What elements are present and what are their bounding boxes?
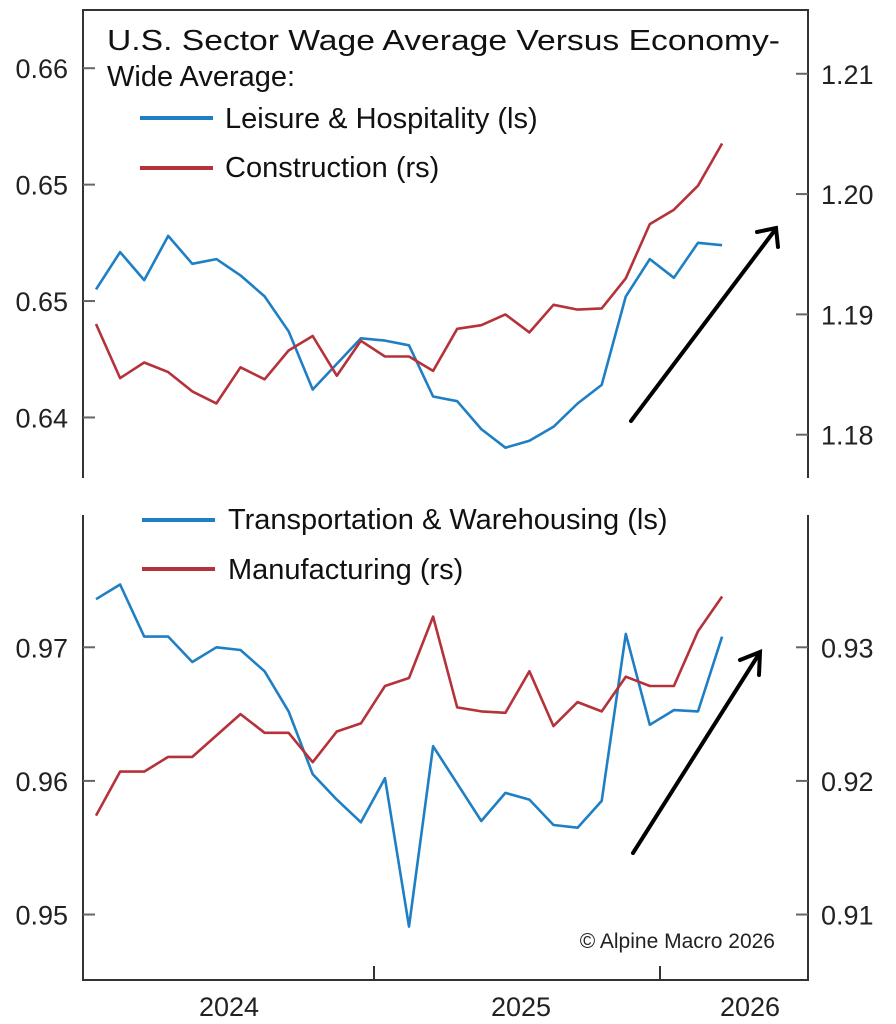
legend-label-transportation: Transportation & Warehousing (ls) <box>228 504 667 536</box>
legend-label-construction: Construction (rs) <box>225 152 439 184</box>
bottom-panel-frame <box>82 515 809 981</box>
top-left-tick-label: 0.65 <box>15 171 68 201</box>
legend-label-leisure: Leisure & Hospitality (ls) <box>225 103 538 135</box>
copyright: © Alpine Macro 2026 <box>580 930 775 953</box>
top-right-tick-label: 1.18 <box>821 421 874 451</box>
top-panel-frame <box>82 9 809 478</box>
series-line-leisure-hospitality-ls <box>94 234 723 450</box>
x-label-2024: 2024 <box>199 992 259 1022</box>
top-left-tick-label: 0.65 <box>15 287 68 317</box>
top-left-tick-label: 0.66 <box>15 54 68 84</box>
bottom-right-tick-label: 0.93 <box>821 633 874 663</box>
top-right-tick-label: 1.19 <box>821 300 874 330</box>
top-left-tick-label: 0.64 <box>15 403 68 433</box>
series-line-construction-rs <box>94 142 724 405</box>
bottom-left-tick-label: 0.95 <box>15 901 68 931</box>
bottom-right-tick-label: 0.91 <box>821 901 874 931</box>
chart-title-line2: Wide Average: <box>107 61 295 93</box>
legend-label-manufacturing: Manufacturing (rs) <box>228 554 463 586</box>
x-label-2025: 2025 <box>491 992 551 1022</box>
top-right-tick-label: 1.21 <box>821 60 874 90</box>
chart-title-line1: U.S. Sector Wage Average Versus Economy- <box>107 25 780 57</box>
top-right-tick-label: 1.20 <box>821 180 874 210</box>
trend-arrow-bottom <box>631 648 763 855</box>
series-line-transportation-warehousing-ls <box>95 583 724 928</box>
series-line-manufacturing-rs <box>94 595 724 817</box>
trend-arrow-top <box>629 225 780 423</box>
bottom-left-tick-label: 0.96 <box>15 767 68 797</box>
x-label-2026: 2026 <box>720 992 780 1022</box>
bottom-left-tick-label: 0.97 <box>15 633 68 663</box>
bottom-right-tick-label: 0.92 <box>821 767 874 797</box>
